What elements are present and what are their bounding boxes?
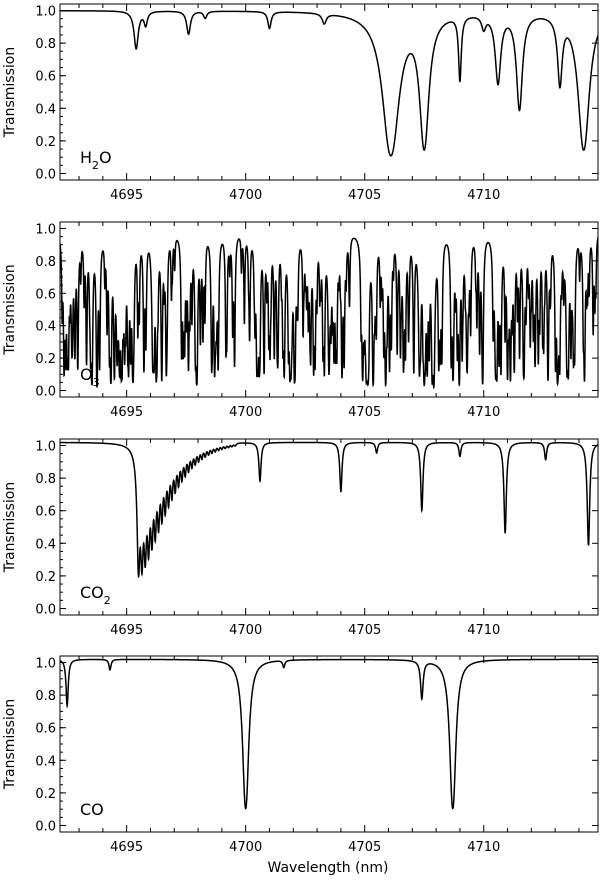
x-tick-label: 4700 xyxy=(229,623,262,638)
x-tick-label: 4705 xyxy=(348,405,381,420)
panel-co: 0.0 0.2 0.4 0.6 0.8 1.0 4695 4700 4705 4710 Transm… xyxy=(2,655,599,855)
y-axis-title: Transmission xyxy=(2,264,18,355)
molecule-label-sub: 2 xyxy=(104,594,111,607)
y-tick-label: 0.4 xyxy=(35,102,56,117)
x-tick-label: 4700 xyxy=(229,840,262,855)
y-tick-label: 0.0 xyxy=(35,602,56,617)
molecule-label: CO xyxy=(80,800,104,819)
molecule-label-main: CO xyxy=(80,800,104,819)
spectrum-line xyxy=(60,441,598,579)
x-tick-label: 4705 xyxy=(348,188,381,203)
molecule-label-main: H xyxy=(80,148,92,167)
y-tick-label: 0.2 xyxy=(35,570,56,585)
y-tick-label: 0.6 xyxy=(35,70,56,85)
y-tick-label: 0.6 xyxy=(35,505,56,520)
molecule-label-sub: 3 xyxy=(93,376,100,389)
molecule-label-sub: 2 xyxy=(92,159,99,172)
y-tick-label: 0.0 xyxy=(35,385,56,400)
molecule-label-main: CO xyxy=(80,583,104,602)
y-axis-title: Transmission xyxy=(2,482,18,573)
y-axis-title: Transmission xyxy=(2,699,18,790)
y-tick-label: 0.8 xyxy=(35,255,56,270)
y-tick-label: 0.6 xyxy=(35,722,56,737)
panel-co2: 0.0 0.2 0.4 0.6 0.8 1.0 4695 4700 4705 4710 Transm… xyxy=(2,438,599,638)
x-tick-label: 4695 xyxy=(110,405,143,420)
x-tick-label: 4710 xyxy=(467,405,500,420)
spectrum-line xyxy=(60,10,598,157)
y-tick-label: 1.0 xyxy=(35,657,56,672)
y-tick-label: 0.8 xyxy=(35,472,56,487)
x-tick-label: 4695 xyxy=(110,840,143,855)
plot-frame xyxy=(59,438,599,616)
x-tick-label: 4705 xyxy=(348,623,381,638)
panel-h2o: 0.0 0.2 0.4 0.6 0.8 1.0 4695 4700 4705 4710 Transm… xyxy=(2,3,599,203)
molecule-label-main: O xyxy=(80,365,93,384)
x-tick-label: 4695 xyxy=(110,623,143,638)
y-tick-label: 0.4 xyxy=(35,537,56,552)
x-tick-label: 4695 xyxy=(110,188,143,203)
x-tick-label: 4710 xyxy=(467,188,500,203)
y-tick-label: 1.0 xyxy=(35,440,56,455)
x-tick-label: 4705 xyxy=(348,840,381,855)
molecule-label: O3 xyxy=(80,365,100,389)
molecule-label-tail: O xyxy=(99,148,112,167)
y-tick-label: 0.4 xyxy=(35,754,56,769)
y-axis-title: Transmission xyxy=(2,47,18,138)
y-tick-label: 0.2 xyxy=(35,352,56,367)
molecule-label: H2O xyxy=(80,148,112,172)
panel-o3: 0.0 0.2 0.4 0.6 0.8 1.0 4695 4700 4705 4710 Transm… xyxy=(2,221,599,420)
y-tick-label: 1.0 xyxy=(35,5,56,20)
x-tick-label: 4710 xyxy=(467,623,500,638)
y-tick-label: 0.2 xyxy=(35,135,56,150)
y-tick-label: 0.2 xyxy=(35,787,56,802)
y-tick-label: 0.4 xyxy=(35,320,56,335)
molecule-label: CO2 xyxy=(80,583,111,607)
x-tick-label: 4700 xyxy=(229,188,262,203)
x-tick-label: 4700 xyxy=(229,405,262,420)
plot-frame xyxy=(59,655,599,833)
x-tick-label: 4710 xyxy=(467,840,500,855)
y-tick-label: 0.0 xyxy=(35,167,56,182)
spectrum-line xyxy=(60,237,598,390)
y-tick-label: 0.8 xyxy=(35,689,56,704)
y-tick-label: 1.0 xyxy=(35,222,56,237)
y-tick-label: 0.6 xyxy=(35,287,56,302)
y-tick-label: 0.0 xyxy=(35,819,56,834)
y-tick-label: 0.8 xyxy=(35,37,56,52)
spectrum-line xyxy=(60,658,598,810)
x-axis-title: Wavelength (nm) xyxy=(268,860,389,876)
